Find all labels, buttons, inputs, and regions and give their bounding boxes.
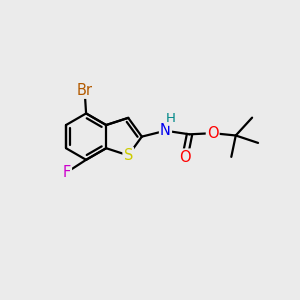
Text: Br: Br: [76, 83, 93, 98]
Text: S: S: [124, 148, 133, 163]
Text: O: O: [207, 126, 218, 141]
Text: N: N: [160, 123, 171, 138]
Text: O: O: [179, 150, 191, 165]
Text: F: F: [63, 165, 71, 180]
Text: H: H: [166, 112, 176, 125]
